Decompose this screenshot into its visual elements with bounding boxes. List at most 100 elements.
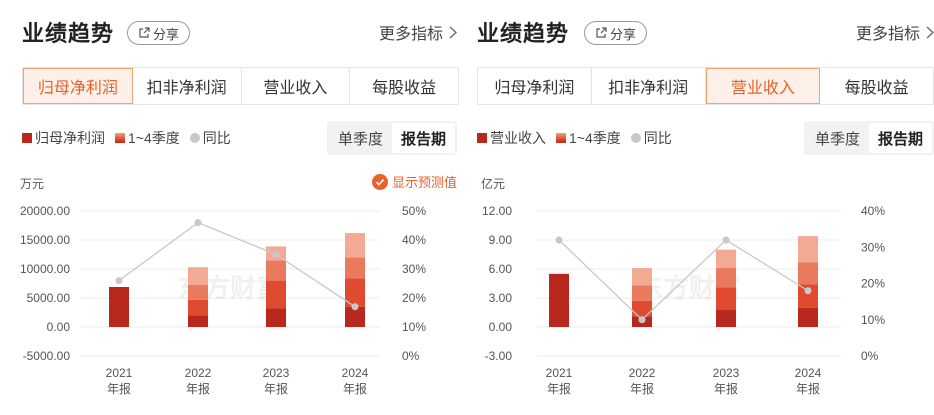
legend-label-main: 归母净利润	[35, 130, 105, 146]
legend-item-main: 归母净利润	[22, 128, 105, 148]
share-button[interactable]: 分享	[584, 21, 647, 45]
tab-revenue[interactable]: 营业收入	[705, 68, 821, 104]
legend-item-yoy: 同比	[630, 128, 672, 148]
panel-revenue: 业绩趋势 分享 更多指标 归母净利润 扣非净利润 营业收入 每股收益 营业收入 …	[477, 0, 934, 415]
yoy-line	[558, 239, 809, 321]
net-profit-chart: 20000.00 15000.00 10000.00 5000.00 0.00 -5000…	[20, 204, 426, 396]
y2-tick-label: 0%	[861, 349, 879, 363]
period-option-report[interactable]: 报告期	[868, 123, 932, 153]
bar-segment	[798, 236, 818, 263]
tab-net-profit[interactable]: 归母净利润	[23, 68, 133, 104]
share-button[interactable]: 分享	[127, 21, 190, 45]
bar-segment	[632, 300, 652, 317]
bar-segment	[798, 307, 818, 327]
legend-swatch-gradient	[556, 133, 566, 143]
tab-eps[interactable]: 每股收益	[844, 80, 909, 97]
unit-label: 万元	[20, 177, 45, 191]
unit-label: 亿元	[481, 177, 506, 191]
x-tick-label: 年报	[796, 381, 820, 396]
x-tick-label: 2023	[713, 366, 740, 380]
yoy-point	[272, 251, 280, 258]
x-tick-label: 2021	[546, 366, 573, 380]
legend-swatch-solid	[477, 133, 487, 143]
period-toggle: 单季度 报告期	[803, 121, 934, 155]
y2-tick-label: 20%	[402, 291, 426, 305]
y2-tick-label: 0%	[402, 349, 420, 363]
y-tick-label: 15000.00	[20, 233, 70, 247]
bar-segment	[345, 257, 365, 279]
bar-segment	[798, 284, 818, 308]
chevron-right-icon	[449, 26, 457, 38]
y2-tick-label: 40%	[861, 204, 885, 218]
forecast-label: 显示预测值	[391, 175, 457, 190]
x-tick-label: 年报	[547, 381, 571, 396]
bar-segment	[549, 273, 569, 327]
y-tick-label: 5000.00	[27, 291, 71, 305]
bar-segment	[632, 268, 652, 286]
x-tick-label: 2024	[342, 366, 369, 380]
bar-segment	[798, 262, 818, 285]
period-option-quarterly[interactable]: 单季度	[337, 130, 383, 148]
y-tick-label: 0.00	[47, 320, 71, 334]
x-tick-label: 2021	[106, 366, 133, 380]
tab-net-profit[interactable]: 归母净利润	[478, 68, 592, 104]
x-tick-label: 2024	[795, 366, 822, 380]
bar-segment	[266, 280, 286, 309]
tab-deducted-net-profit[interactable]: 扣非净利润	[592, 68, 706, 104]
panel-title: 业绩趋势	[477, 21, 570, 46]
bar-segment	[188, 299, 208, 316]
legend-swatch-dot	[189, 133, 200, 143]
legend-item-yoy: 同比	[189, 128, 231, 148]
legend-label-main: 营业收入	[490, 130, 546, 146]
bar-segment	[109, 286, 129, 327]
tab-revenue[interactable]: 营业收入	[242, 68, 351, 104]
chevron-right-icon	[926, 26, 934, 38]
legend-item-quarters: 1~4季度	[556, 128, 621, 148]
legend-label-quarters: 1~4季度	[569, 130, 621, 146]
x-tick-label: 年报	[630, 381, 654, 396]
x-tick-label: 年报	[264, 381, 288, 396]
yoy-point	[115, 277, 123, 285]
bar-segment	[632, 285, 652, 301]
period-option-report[interactable]: 报告期	[391, 123, 455, 153]
metric-tabs: 归母净利润 扣非净利润 营业收入 每股收益	[22, 67, 459, 105]
yoy-point	[194, 219, 202, 227]
share-icon	[139, 27, 150, 38]
y-tick-label: 6.00	[489, 262, 513, 276]
y2-tick-label: 40%	[402, 233, 426, 247]
legend-label-yoy: 同比	[202, 130, 231, 146]
legend-swatch-solid	[22, 133, 32, 143]
yoy-point	[555, 236, 563, 244]
y2-tick-label: 10%	[861, 313, 885, 327]
y-tick-label: 9.00	[489, 233, 513, 247]
legend-label-yoy: 同比	[643, 130, 672, 146]
more-metrics-link[interactable]: 更多指标	[856, 20, 934, 44]
show-forecast-toggle[interactable]: 显示预测值	[371, 172, 457, 191]
period-option-quarterly[interactable]: 单季度	[814, 130, 860, 148]
bar-segment	[716, 287, 736, 310]
bar-segment	[716, 309, 736, 327]
more-metrics-label: 更多指标	[378, 26, 443, 43]
tab-deducted-net-profit[interactable]: 扣非净利润	[133, 68, 242, 104]
y2-tick-label: 10%	[402, 320, 426, 334]
yoy-point	[351, 303, 359, 311]
bar-segment	[345, 306, 365, 327]
y-tick-label: 20000.00	[20, 204, 70, 218]
legend-item-quarters: 1~4季度	[115, 128, 180, 148]
bar-segment	[716, 268, 736, 288]
x-tick-label: 2023	[263, 366, 290, 380]
more-metrics-link[interactable]: 更多指标	[379, 20, 457, 44]
chart-legend: 归母净利润 1~4季度 同比	[22, 128, 231, 148]
bar-segment	[188, 284, 208, 300]
yoy-point	[638, 316, 646, 324]
tab-eps[interactable]: 每股收益	[372, 80, 437, 97]
x-tick-label: 2022	[185, 366, 212, 380]
bar-segment	[266, 260, 286, 281]
y2-tick-label: 30%	[861, 240, 885, 254]
y-tick-label: 0.00	[489, 320, 513, 334]
bar-segment	[345, 278, 365, 307]
share-label: 分享	[609, 26, 636, 42]
bar-segment	[188, 315, 208, 327]
bar-segment	[266, 308, 286, 327]
bar-segment	[345, 233, 365, 258]
